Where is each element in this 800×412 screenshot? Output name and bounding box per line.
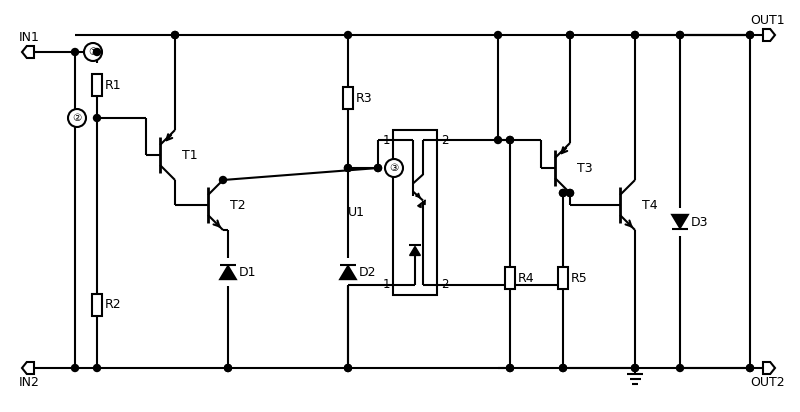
Bar bbox=[505, 267, 515, 289]
Circle shape bbox=[84, 43, 102, 61]
Circle shape bbox=[677, 365, 683, 372]
Circle shape bbox=[345, 31, 351, 38]
Text: OUT2: OUT2 bbox=[750, 376, 785, 389]
Circle shape bbox=[566, 31, 574, 38]
Circle shape bbox=[494, 136, 502, 143]
Text: 1: 1 bbox=[382, 279, 390, 292]
Polygon shape bbox=[763, 29, 775, 41]
Text: ③: ③ bbox=[390, 163, 398, 173]
Text: R5: R5 bbox=[571, 272, 588, 285]
Text: R3: R3 bbox=[356, 91, 373, 105]
Polygon shape bbox=[410, 246, 421, 255]
Circle shape bbox=[677, 31, 683, 38]
Text: OUT1: OUT1 bbox=[750, 14, 785, 27]
Circle shape bbox=[631, 31, 638, 38]
Text: ②: ② bbox=[72, 113, 82, 123]
Text: T1: T1 bbox=[182, 148, 198, 162]
Circle shape bbox=[345, 365, 351, 372]
Circle shape bbox=[225, 365, 231, 372]
Text: D2: D2 bbox=[358, 265, 376, 279]
Circle shape bbox=[374, 164, 382, 171]
Circle shape bbox=[677, 31, 683, 38]
Polygon shape bbox=[22, 362, 34, 374]
Text: R2: R2 bbox=[105, 299, 122, 311]
Circle shape bbox=[559, 190, 566, 197]
Bar bbox=[558, 267, 568, 289]
Circle shape bbox=[631, 365, 638, 372]
Circle shape bbox=[506, 365, 514, 372]
Circle shape bbox=[225, 365, 231, 372]
Circle shape bbox=[746, 31, 754, 38]
Text: T3: T3 bbox=[577, 162, 593, 175]
Text: D1: D1 bbox=[238, 265, 256, 279]
Polygon shape bbox=[340, 266, 356, 279]
Bar bbox=[92, 74, 102, 96]
Circle shape bbox=[559, 365, 566, 372]
Circle shape bbox=[345, 164, 351, 171]
Text: R1: R1 bbox=[105, 79, 122, 91]
Text: R4: R4 bbox=[518, 272, 534, 285]
Text: ①: ① bbox=[88, 47, 98, 57]
Circle shape bbox=[631, 365, 638, 372]
Circle shape bbox=[746, 365, 754, 372]
Circle shape bbox=[171, 31, 178, 38]
Text: 1: 1 bbox=[382, 133, 390, 147]
Circle shape bbox=[345, 365, 351, 372]
Text: 2: 2 bbox=[441, 279, 449, 292]
Circle shape bbox=[631, 31, 638, 38]
Text: U1: U1 bbox=[348, 206, 365, 219]
Circle shape bbox=[506, 136, 514, 143]
Circle shape bbox=[566, 31, 574, 38]
Text: IN1: IN1 bbox=[18, 31, 40, 44]
Circle shape bbox=[71, 49, 78, 56]
Circle shape bbox=[94, 365, 101, 372]
Polygon shape bbox=[763, 362, 775, 374]
Circle shape bbox=[506, 136, 514, 143]
Text: D3: D3 bbox=[690, 215, 708, 229]
Bar bbox=[343, 87, 353, 109]
Circle shape bbox=[94, 115, 101, 122]
Circle shape bbox=[746, 365, 754, 372]
Circle shape bbox=[68, 109, 86, 127]
Bar bbox=[393, 130, 437, 295]
Circle shape bbox=[219, 176, 226, 183]
Circle shape bbox=[345, 164, 351, 171]
Circle shape bbox=[385, 159, 403, 177]
Polygon shape bbox=[220, 266, 236, 279]
Polygon shape bbox=[22, 46, 34, 58]
Text: T4: T4 bbox=[642, 199, 658, 211]
Circle shape bbox=[746, 31, 754, 38]
Circle shape bbox=[566, 190, 574, 197]
Circle shape bbox=[171, 31, 178, 38]
Circle shape bbox=[94, 49, 101, 56]
Circle shape bbox=[559, 190, 566, 197]
Circle shape bbox=[506, 365, 514, 372]
Circle shape bbox=[494, 31, 502, 38]
Polygon shape bbox=[672, 215, 688, 228]
Text: 2: 2 bbox=[441, 133, 449, 147]
Circle shape bbox=[71, 365, 78, 372]
Text: IN2: IN2 bbox=[18, 376, 40, 389]
Circle shape bbox=[374, 164, 382, 171]
Circle shape bbox=[566, 190, 574, 197]
Text: T2: T2 bbox=[230, 199, 246, 211]
Bar bbox=[92, 294, 102, 316]
Circle shape bbox=[559, 365, 566, 372]
